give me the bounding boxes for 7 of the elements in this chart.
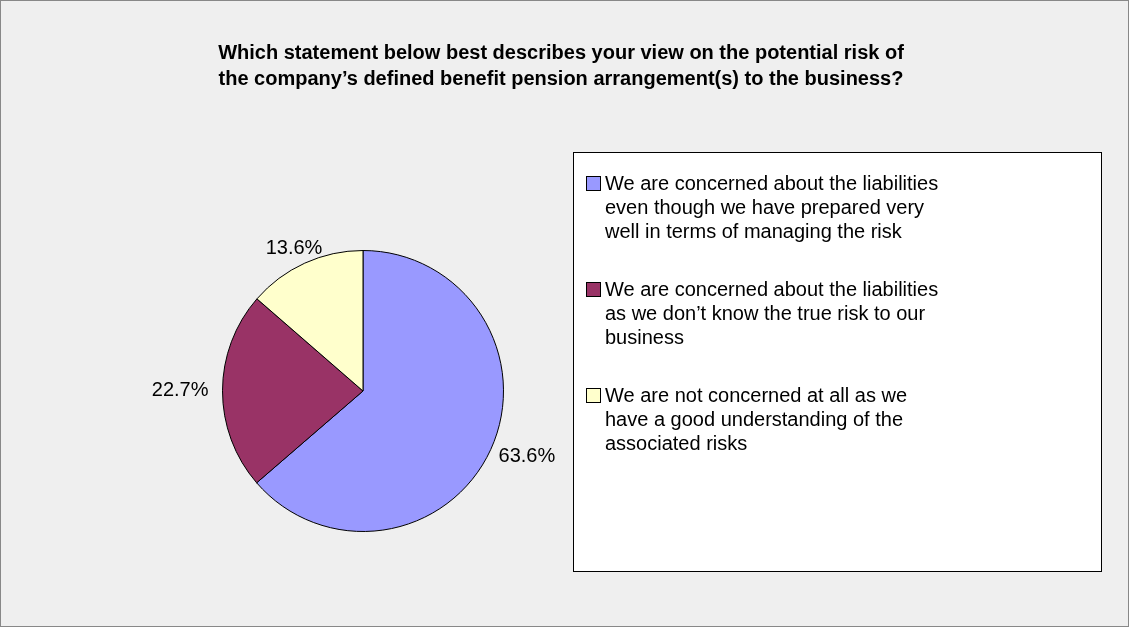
data-label: 13.6% xyxy=(265,236,323,259)
legend-label: We are concerned about the liabilities as we don’t know the true risk to our business xyxy=(605,277,940,349)
data-label: 22.7% xyxy=(151,378,209,401)
data-label: 63.6% xyxy=(498,443,556,466)
legend-label: We are concerned about the liabilities even though we have prepared very well in terms of managing the risk xyxy=(605,171,940,243)
chart-title: Which statement below best describes your view on the potential risk of the company’s defined benefit pension arrangement(s) to the business? xyxy=(217,40,905,91)
legend-label: We are not concerned at all as we have a good understanding of the associated risks xyxy=(605,383,909,455)
